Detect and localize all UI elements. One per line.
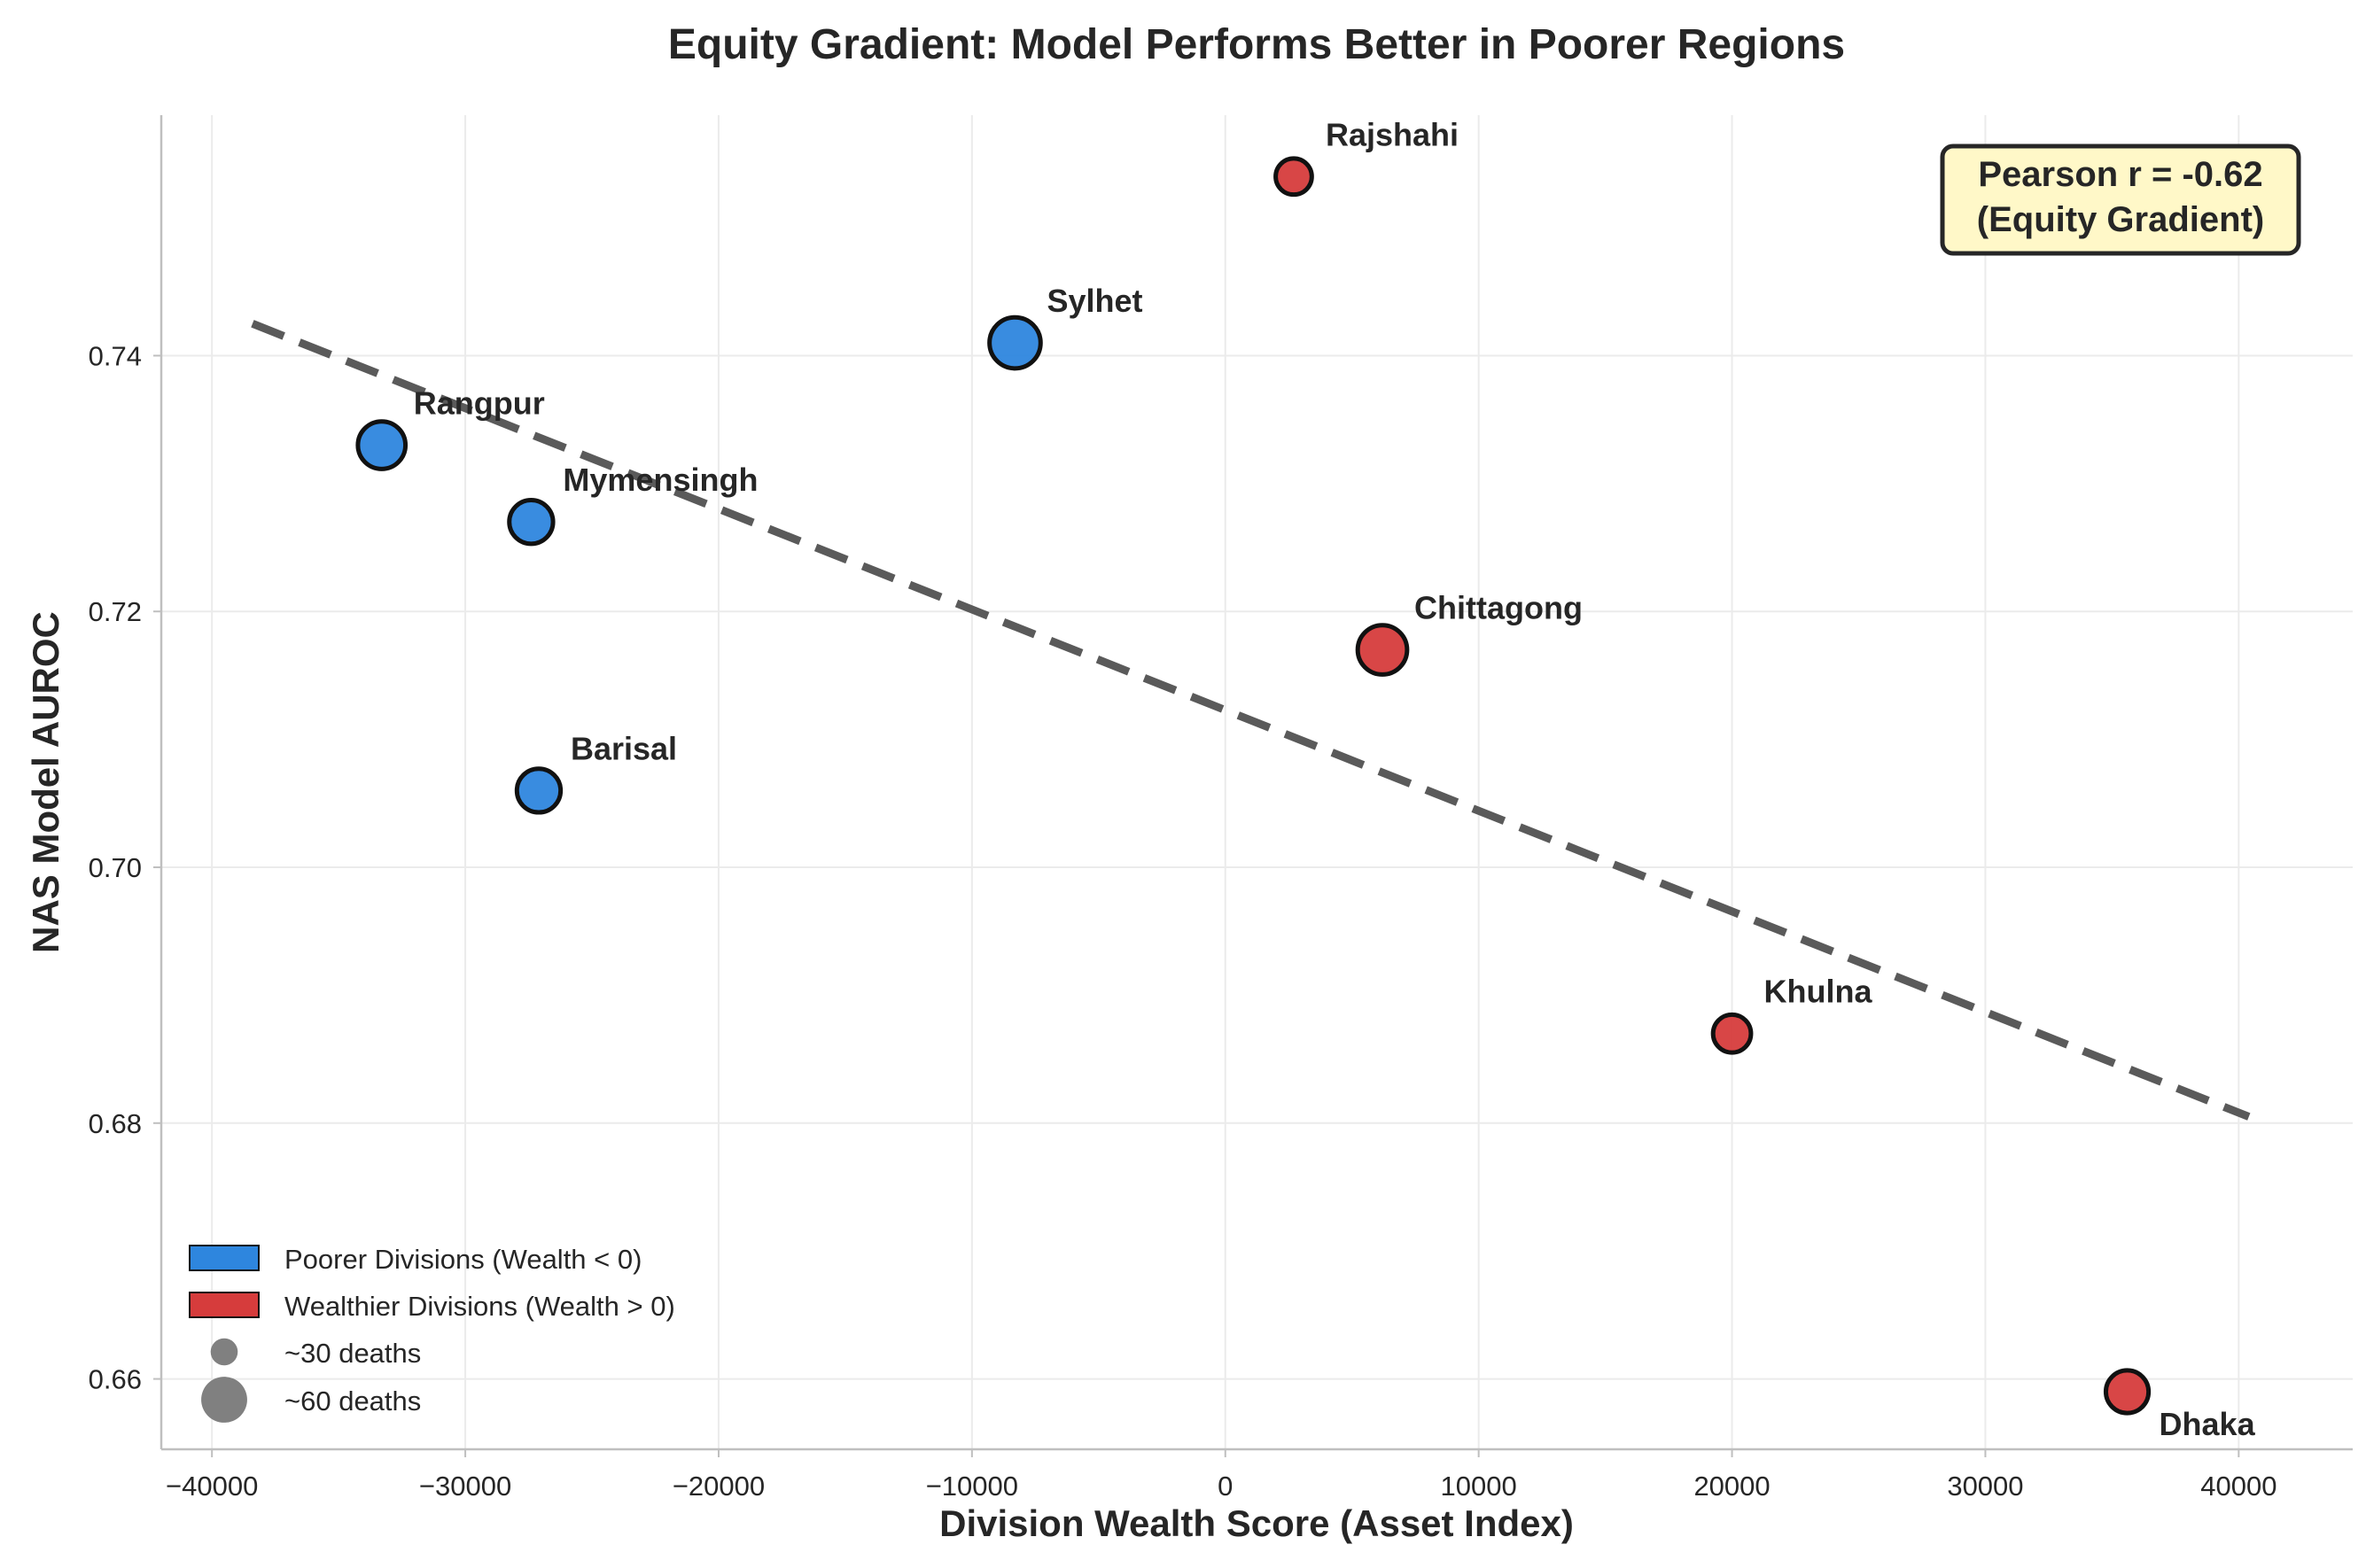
legend-label-poorer: Poorer Divisions (Wealth < 0) bbox=[284, 1244, 642, 1275]
y-tick-label: 0.68 bbox=[89, 1108, 142, 1139]
data-points bbox=[355, 156, 2152, 1416]
point-rajshahi bbox=[1273, 156, 1314, 198]
x-tick-label: 30000 bbox=[1947, 1471, 2023, 1502]
x-axis-label: Division Wealth Score (Asset Index) bbox=[939, 1502, 1574, 1544]
trend-line bbox=[251, 320, 2251, 1121]
x-tick-label: −20000 bbox=[673, 1471, 765, 1502]
y-tick-label: 0.66 bbox=[89, 1364, 142, 1395]
annotation-box bbox=[1940, 144, 2301, 256]
x-tick-label: −10000 bbox=[926, 1471, 1018, 1502]
annotation-line-1: Pearson r = -0.62 bbox=[1978, 155, 2262, 194]
point-rangpur bbox=[355, 419, 409, 471]
legend: Poorer Divisions (Wealth < 0) Wealthier … bbox=[189, 1244, 675, 1423]
point-labels: Rangpur Mymensingh Barisal Sylhet Rajshahi Ch… bbox=[414, 116, 2256, 1442]
axis-ticks: −40000 −30000 −20000 −10000 0 10000 20000 30000… bbox=[89, 340, 2277, 1502]
label-mymensingh: Mymensingh bbox=[563, 462, 758, 498]
label-khulna: Khulna bbox=[1764, 974, 1873, 1010]
point-chittagong bbox=[1355, 623, 1410, 677]
chart-title: Equity Gradient: Model Performs Better i… bbox=[668, 21, 1845, 68]
x-tick-label: 20000 bbox=[1693, 1471, 1770, 1502]
y-tick-label: 0.70 bbox=[89, 852, 142, 883]
legend-label-size-60: ~60 deaths bbox=[284, 1386, 421, 1417]
x-tick-label: 0 bbox=[1218, 1471, 1233, 1502]
legend-size-marker-30 bbox=[210, 1338, 238, 1366]
y-tick-label: 0.72 bbox=[89, 596, 142, 627]
correlation-annotation: Pearson r = -0.62 (Equity Gradient) bbox=[1940, 144, 2301, 256]
legend-patch-poorer bbox=[189, 1245, 260, 1271]
label-sylhet: Sylhet bbox=[1047, 283, 1142, 319]
annotation-line-2: (Equity Gradient) bbox=[1977, 200, 2264, 239]
label-rangpur: Rangpur bbox=[414, 385, 545, 422]
legend-label-size-30: ~30 deaths bbox=[284, 1338, 421, 1369]
point-barisal bbox=[514, 766, 564, 815]
x-tick-label: 10000 bbox=[1441, 1471, 1517, 1502]
legend-size-marker-60 bbox=[201, 1377, 247, 1423]
y-axis-label: NAS Model AUROC bbox=[25, 611, 66, 953]
legend-label-wealthier: Wealthier Divisions (Wealth > 0) bbox=[284, 1291, 675, 1322]
point-dhaka bbox=[2103, 1368, 2152, 1416]
legend-patch-wealthier bbox=[189, 1292, 260, 1318]
grid bbox=[161, 115, 2353, 1449]
x-tick-label: −30000 bbox=[419, 1471, 511, 1502]
label-dhaka: Dhaka bbox=[2160, 1406, 2256, 1442]
label-barisal: Barisal bbox=[571, 730, 677, 766]
label-rajshahi: Rajshahi bbox=[1326, 116, 1459, 152]
x-tick-label: −40000 bbox=[166, 1471, 258, 1502]
x-tick-label: 40000 bbox=[2200, 1471, 2276, 1502]
label-chittagong: Chittagong bbox=[1414, 590, 1583, 626]
point-sylhet bbox=[987, 314, 1043, 371]
y-tick-label: 0.74 bbox=[89, 340, 142, 371]
point-mymensingh bbox=[507, 497, 556, 547]
point-khulna bbox=[1710, 1012, 1754, 1055]
